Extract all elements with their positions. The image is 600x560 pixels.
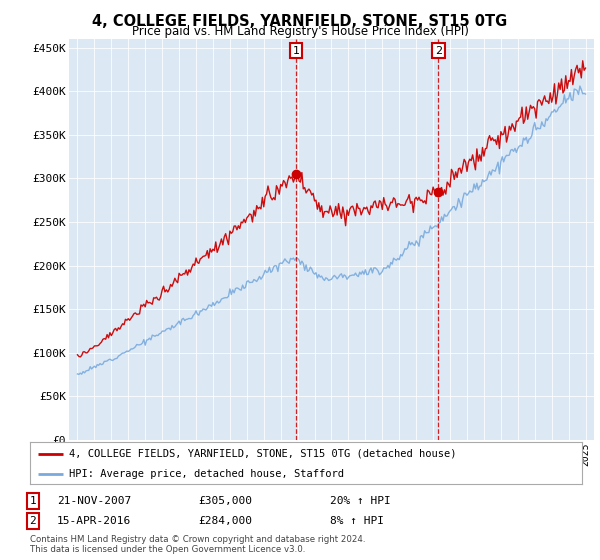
Text: £305,000: £305,000	[198, 496, 252, 506]
Text: 21-NOV-2007: 21-NOV-2007	[57, 496, 131, 506]
Text: 2: 2	[29, 516, 37, 526]
Text: 1: 1	[29, 496, 37, 506]
Text: HPI: Average price, detached house, Stafford: HPI: Average price, detached house, Staf…	[68, 469, 344, 479]
Text: £284,000: £284,000	[198, 516, 252, 526]
Text: Price paid vs. HM Land Registry's House Price Index (HPI): Price paid vs. HM Land Registry's House …	[131, 25, 469, 38]
Text: Contains HM Land Registry data © Crown copyright and database right 2024.
This d: Contains HM Land Registry data © Crown c…	[30, 535, 365, 554]
Text: 20% ↑ HPI: 20% ↑ HPI	[330, 496, 391, 506]
Text: 4, COLLEGE FIELDS, YARNFIELD, STONE, ST15 0TG (detached house): 4, COLLEGE FIELDS, YARNFIELD, STONE, ST1…	[68, 449, 456, 459]
Text: 15-APR-2016: 15-APR-2016	[57, 516, 131, 526]
Text: 4, COLLEGE FIELDS, YARNFIELD, STONE, ST15 0TG: 4, COLLEGE FIELDS, YARNFIELD, STONE, ST1…	[92, 14, 508, 29]
Text: 8% ↑ HPI: 8% ↑ HPI	[330, 516, 384, 526]
Text: 1: 1	[292, 45, 299, 55]
Text: 2: 2	[434, 45, 442, 55]
